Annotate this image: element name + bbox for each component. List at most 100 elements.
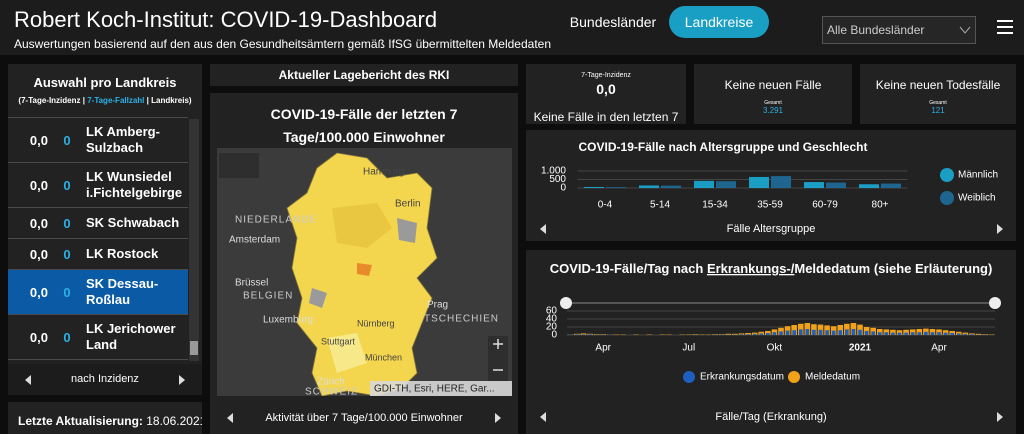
indicator-label: Gesamt (929, 100, 947, 106)
district-panel: Auswahl pro Landkreis (7-Tage-Inzidenz |… (8, 64, 202, 395)
tab-active[interactable]: Landkreise (669, 6, 769, 38)
region (357, 263, 372, 276)
next-arrow[interactable] (997, 412, 1003, 422)
page-title: Robert Koch-Institut: COVID-19-Dashboard (14, 7, 438, 32)
district-row[interactable]: 0,0 0 LK Rostock (8, 239, 188, 270)
case-count: 0 (63, 132, 71, 148)
bar (844, 323, 850, 335)
bar (752, 333, 757, 335)
prev-arrow[interactable] (540, 412, 546, 422)
update-date: 18.06.2021, (146, 414, 202, 428)
menu-button[interactable] (996, 19, 1014, 35)
x-tick-label: Jul (682, 343, 695, 354)
map-label: SCHWEIZ (305, 387, 358, 396)
bar (694, 180, 714, 188)
district-row[interactable]: 0,0 0 LK Amberg-Sulzbach (8, 118, 188, 163)
bar (771, 176, 791, 188)
case-count: 0 (63, 246, 71, 262)
map[interactable]: Hamburg Berlin NIEDERLANDE Amsterdam Brü… (217, 148, 512, 396)
bar (739, 334, 744, 335)
y-tick-label: 60 (546, 306, 558, 317)
map-title: COVID-19-Fälle der letzten 7 Tage/100.00… (270, 106, 458, 145)
x-tick-label: 60-79 (812, 200, 838, 211)
bar (606, 187, 626, 188)
next-arrow[interactable] (997, 224, 1003, 234)
bar (871, 331, 875, 335)
bar (937, 332, 941, 335)
district-row[interactable]: 0,0 0 SK Schwabach (8, 208, 188, 239)
bar (891, 332, 895, 335)
legend-label: Weiblich (958, 193, 996, 204)
map-label: BELGIEN (243, 291, 293, 302)
bar (791, 325, 797, 335)
tab[interactable]: Bundesländer (569, 14, 657, 30)
bar (716, 181, 736, 188)
district-name: LK Wunsiedel i.Fichtelgebirge (86, 169, 183, 200)
page-subtitle: Auswertungen basierend auf den aus den G… (14, 37, 551, 51)
bar (857, 324, 863, 335)
dropdown[interactable]: Alle Bundesländer (822, 16, 976, 44)
legend-part: (7-Tage-Inzidenz | (18, 96, 85, 105)
next-arrow[interactable] (178, 374, 186, 386)
x-tick-label: 0-4 (598, 200, 613, 211)
indicator-label: 7-Tage-Inzidenz (581, 72, 631, 79)
report-panel[interactable]: Aktueller Lagebericht des RKI (210, 64, 518, 86)
legend-swatch (940, 168, 954, 182)
bar (745, 333, 751, 335)
title-link[interactable]: Erkrankungs-/ (707, 261, 795, 276)
bar (758, 331, 765, 335)
district-name: SK Dessau-Roßlau (86, 276, 159, 307)
x-tick-label: Apr (931, 343, 947, 354)
y-tick-label: 20 (546, 322, 558, 333)
legend-label: Meldedatum (805, 372, 860, 383)
bar (588, 334, 592, 335)
prev-arrow[interactable] (226, 412, 234, 424)
bar (661, 185, 681, 188)
scrollbar[interactable] (189, 119, 199, 361)
map-label: Brüssel (235, 278, 268, 289)
legend-part: | Landkreis) (146, 96, 192, 105)
bar (837, 325, 844, 335)
indicator-title: Keine neuen Todesfälle (875, 78, 1001, 92)
bar (859, 184, 879, 188)
bar (970, 334, 974, 335)
x-tick-label: 80+ (872, 200, 889, 211)
bar (778, 327, 784, 335)
bar (831, 330, 836, 335)
bar (923, 328, 929, 335)
case-count: 0 (63, 329, 71, 345)
slider-handle[interactable] (989, 297, 1001, 309)
bar (858, 329, 862, 335)
indicator-label: Gesamt (764, 100, 782, 106)
map-label: TSCHECHIEN (424, 314, 499, 325)
indicator-value: 121 (931, 106, 945, 115)
attribution: GDI-TH, Esri, HERE, Gar... (374, 384, 495, 395)
bar (818, 329, 823, 335)
prev-arrow[interactable] (24, 374, 32, 386)
map-tools[interactable] (219, 153, 259, 178)
bar (943, 332, 948, 335)
update-label: Letzte Aktualisierung: (18, 414, 143, 428)
bar (924, 331, 928, 335)
bar (930, 332, 935, 335)
prev-arrow[interactable] (540, 224, 546, 234)
y-tick-label: 0 (560, 183, 566, 194)
map-label: NIEDERLANDE (235, 215, 317, 226)
y-tick-label: 40 (546, 314, 558, 325)
title-part: COVID-19-Fälle/Tag nach (550, 261, 707, 276)
next-arrow[interactable] (494, 412, 502, 424)
x-tick-label: 35-59 (757, 200, 783, 211)
chart-title: COVID-19-Fälle nach Altersgruppe und Ges… (579, 140, 868, 154)
map-label: Luxemburg (263, 315, 313, 326)
district-row[interactable]: 0,0 0 LK Wunsiedel i.Fichtelgebirge (8, 163, 188, 208)
sort-label[interactable]: nach Inzidenz (71, 373, 139, 385)
bar (766, 333, 770, 335)
district-row[interactable]: 0,0 0 LK Jerichower Land (8, 315, 188, 360)
case-count: 0 (63, 215, 71, 231)
bar (792, 330, 796, 335)
map-label: München (365, 352, 402, 362)
district-row[interactable]: 0,0 0 SK Dessau-Roßlau (8, 270, 188, 315)
bar (759, 333, 764, 335)
case-count: 0 (63, 284, 71, 300)
slider-handle[interactable] (560, 297, 572, 309)
